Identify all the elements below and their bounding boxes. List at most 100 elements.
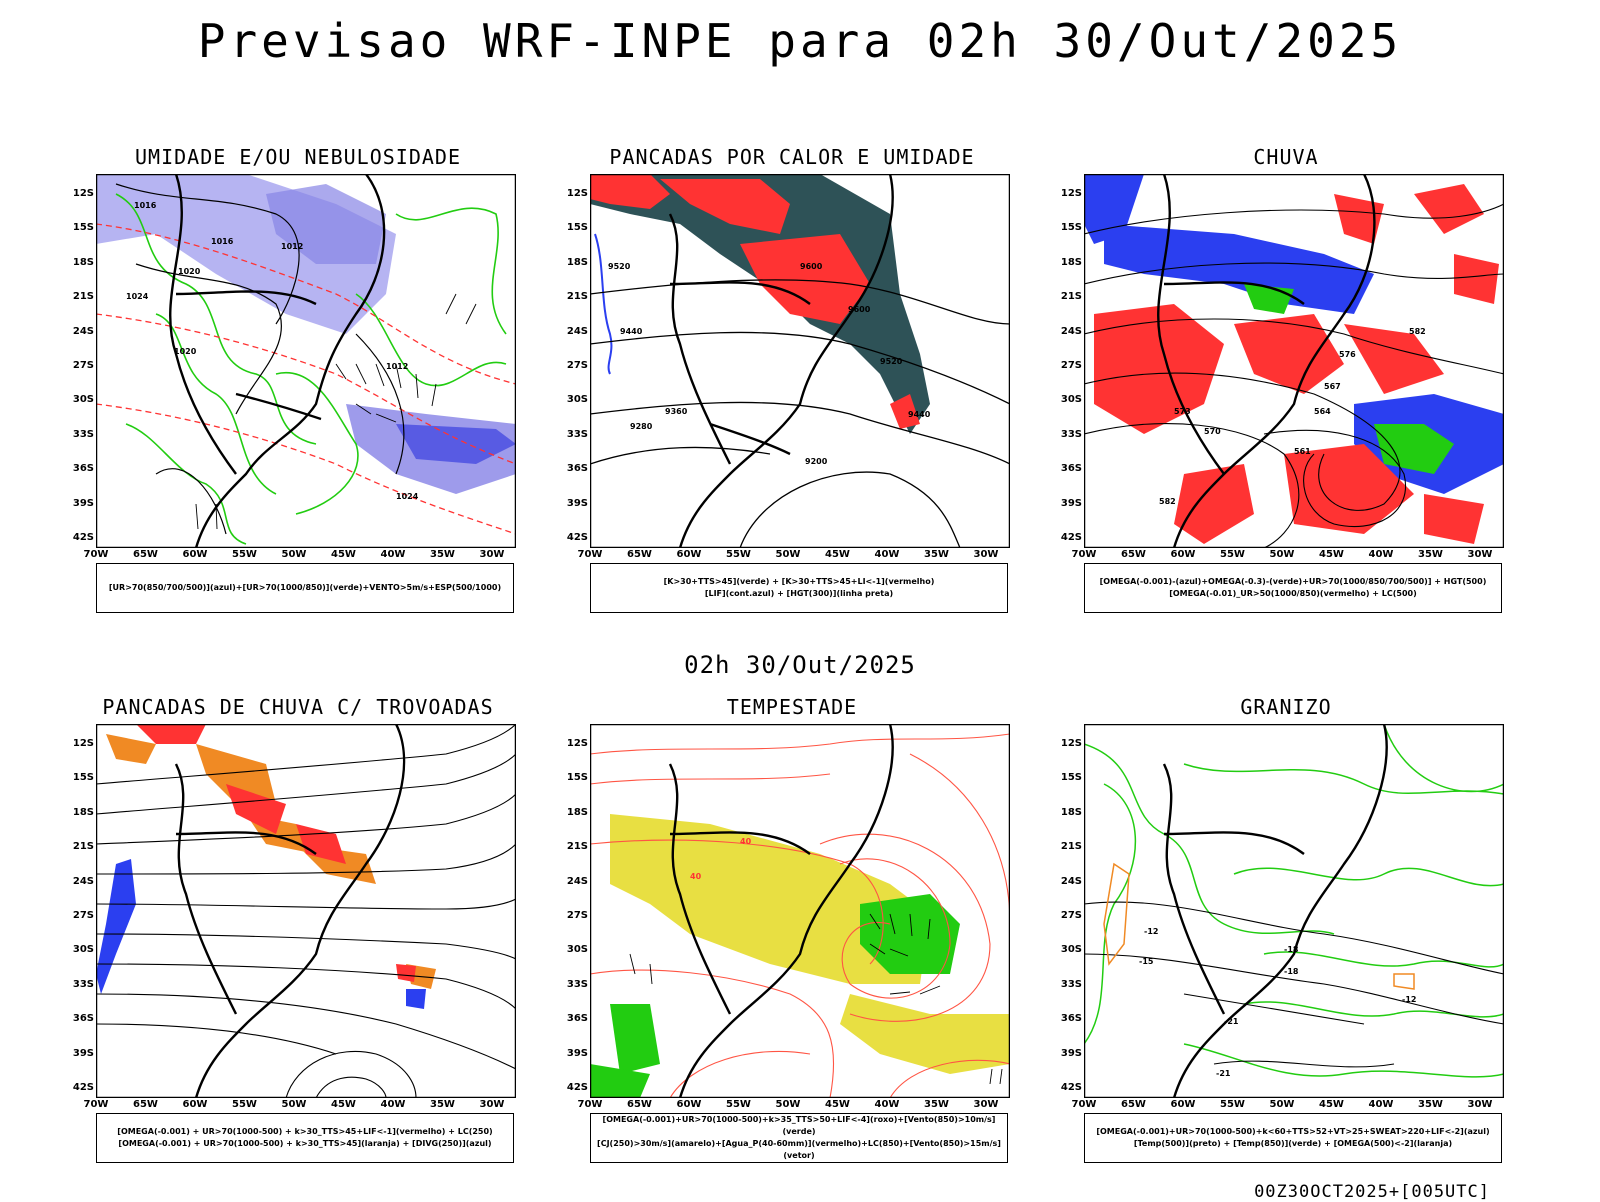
latitude-tick-label: 18S [72,806,94,818]
contour-label: 1012 [386,362,408,371]
legend-line: [OMEGA(-0.001)+UR>70(1000-500)+k<60+TTS>… [1096,1127,1490,1136]
latitude-tick-label: 15S [72,772,94,784]
latitude-tick-label: 15S [1060,772,1082,784]
longitude-tick-label: 55W [726,1099,751,1110]
longitude-tick-label: 50W [281,1099,307,1110]
longitude-tick-label: 45W [331,1099,356,1110]
wind-vectors [629,913,1003,1085]
li-red-area [590,174,670,209]
li-red-area [740,234,870,324]
longitude-tick-label: 40W [380,549,406,560]
latitude-tick-label: 36S [1060,1013,1082,1025]
latitude-tick-label: 18S [566,806,588,818]
legend-line: [LIF](cont.azul) + [HGT(300)](linha pret… [704,589,894,598]
longitude-tick-label: 50W [1269,549,1295,560]
omega-red-areas [1094,184,1499,544]
map-frame[interactable] [96,724,516,1098]
latitude-tick-label: 18S [566,256,588,268]
longitude-tick-label: 70W [1071,549,1097,560]
map-pancadas-trovoadas-svg [96,724,516,1098]
latitude-tick-label: 33S [566,428,588,440]
latitude-tick-label: 18S [1060,806,1082,818]
lc850-streamlines [590,733,1010,1098]
latitude-tick-label: 30S [566,394,588,406]
contour-label: -12 [1144,927,1158,936]
divergence-blue-areas [96,859,426,1009]
longitude-tick-label: 60W [182,1099,208,1110]
longitude-tick-label: 50W [775,549,801,560]
red-thickness-contours [96,223,516,535]
contour-label: 564 [1314,407,1331,416]
latitude-tick-label: 39S [1060,1047,1082,1059]
contour-label: 1020 [174,347,197,356]
panel-tempestade: TEMPESTADE [552,695,1032,1175]
latitude-tick-label: 30S [72,944,94,956]
latitude-tick-label: 30S [566,944,588,956]
country-borders [668,724,894,1098]
map-frame[interactable]: 9600 9520 9440 9360 9280 9200 9520 9440 … [590,174,1010,548]
contour-label: 570 [1204,427,1221,436]
latitude-tick-label: 15S [72,222,94,234]
legend-line: [OMEGA(-0.001) + UR>70(1000-500) + k>30_… [118,1139,492,1148]
temp500-contours [1084,901,1504,1068]
longitude-tick-label: 60W [182,549,208,560]
map-frame[interactable]: 582 576 570 564 573 567 561 582 [1084,174,1504,548]
li-red-area [660,179,790,234]
contour-label: 9520 [880,357,903,366]
longitude-tick-label: 65W [133,1099,158,1110]
latitude-tick-label: 36S [72,463,94,475]
map-pancadas-calor-svg: 9600 9520 9440 9360 9280 9200 9520 9440 … [590,174,1010,548]
map-frame[interactable]: 40 40 [590,724,1010,1098]
forecast-date-label: 02h 30/Out/2025 [684,651,916,679]
latitude-tick-label: 15S [1060,222,1082,234]
latitude-tick-label: 30S [1060,944,1082,956]
latitude-tick-label: 27S [566,360,588,371]
longitude-tick-label: 60W [676,549,702,560]
longitude-tick-label: 65W [627,549,652,560]
longitude-tick-label: 70W [83,1099,109,1110]
latitude-tick-label: 12S [566,188,588,199]
longitude-tick-label: 45W [825,1099,850,1110]
k-tts-green-area [590,174,930,434]
legend-line: [CJ(250)>30m/s](amarelo)+[Agua_P(40-60mm… [597,1139,1001,1160]
latitude-tick-label: 27S [566,910,588,921]
latitude-tick-label: 18S [72,256,94,268]
latitude-tick-label: 12S [1060,188,1082,199]
longitude-tick-label: 40W [1368,549,1394,560]
panel-legend: [OMEGA(-0.001)+UR>70(1000-500)+k>35_TTS>… [590,1113,1008,1163]
contour-label: 1016 [134,201,157,210]
panel-title: TEMPESTADE [726,695,858,719]
country-borders [1157,174,1376,548]
latitude-tick-label: 21S [566,291,588,303]
panel-umidade: UMIDADE E/OU NEBULOSIDADE [58,145,538,625]
latitude-tick-label: 24S [566,325,588,337]
panel-chuva: CHUVA [1046,145,1526,625]
panel-pancadas-calor: PANCADAS POR CALOR E UMIDADE [552,145,1032,625]
contour-label: 582 [1409,327,1426,336]
contour-label: -18 [1284,967,1299,976]
map-frame[interactable]: -12 -15 -18 -21 -12 -21 -18 [1084,724,1504,1098]
jet-yellow-area [610,814,930,984]
legend-line: [OMEGA(-0.001)-(azul)+OMEGA(-0.3)-(verde… [1099,577,1487,586]
latitude-tick-label: 42S [566,532,588,543]
longitude-tick-label: 70W [83,549,109,560]
omega-orange-contour [1103,862,1130,966]
legend-line: [Temp(500)](preto) + [Temp(850)](verde) … [1133,1139,1453,1148]
contour-label: 1024 [396,492,419,501]
panel-title: PANCADAS POR CALOR E UMIDADE [609,145,975,169]
country-borders [169,174,386,548]
panel-title: UMIDADE E/OU NEBULOSIDADE [134,145,462,169]
wind-green-area [590,1064,650,1098]
longitude-tick-label: 70W [577,1099,603,1110]
longitude-tick-label: 40W [874,1099,900,1110]
longitude-tick-label: 30W [973,549,999,560]
panel-title: CHUVA [1253,145,1319,169]
wind-green-area [610,1004,660,1074]
map-frame[interactable]: 1016 1012 1020 1024 1016 1020 1012 1024 [96,174,516,548]
longitude-tick-label: 40W [380,1099,406,1110]
latitude-tick-label: 39S [1060,497,1082,509]
latitude-tick-label: 21S [1060,291,1082,303]
omega-orange-contour [1393,973,1415,990]
longitude-tick-label: 50W [775,1099,801,1110]
map-tempestade-svg: 40 40 [590,724,1010,1098]
